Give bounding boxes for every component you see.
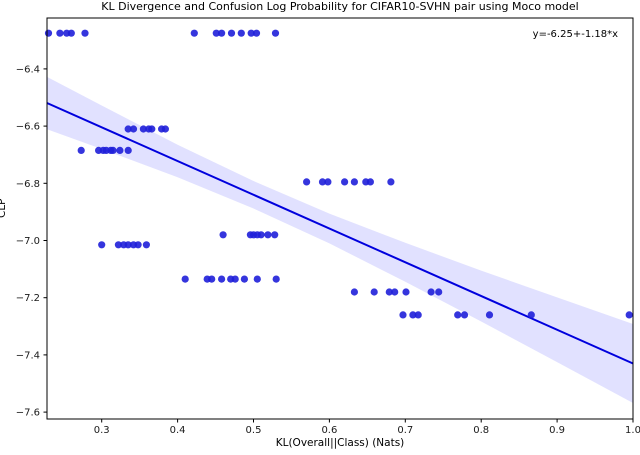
data-point	[218, 275, 226, 283]
data-point	[435, 288, 443, 296]
regression-equation-annotation: y=-6.25+-1.18*x	[532, 29, 618, 40]
data-point	[253, 275, 261, 283]
data-point	[114, 241, 122, 249]
data-point	[124, 125, 132, 133]
data-point	[271, 231, 279, 239]
data-point	[318, 178, 327, 186]
data-point	[212, 29, 220, 37]
y-tick-label: −7.6	[16, 408, 40, 419]
axes-spines	[46, 17, 634, 420]
data-point	[272, 275, 280, 283]
x-tick-label: 0.5	[246, 425, 262, 436]
data-point	[370, 288, 378, 296]
x-tick-label: 0.9	[549, 425, 565, 436]
data-point	[219, 231, 227, 239]
y-tick-label: −7.4	[16, 350, 40, 361]
x-tick-label: 1.0	[625, 425, 640, 436]
y-tick-label: −6.4	[16, 64, 40, 75]
data-point	[44, 29, 53, 37]
data-point	[414, 311, 422, 319]
data-point	[148, 125, 156, 133]
data-point	[124, 241, 132, 249]
data-point	[116, 146, 124, 154]
data-point	[271, 29, 280, 37]
x-tick-label: 0.4	[170, 425, 186, 436]
data-point	[139, 125, 147, 133]
data-point	[402, 288, 410, 296]
data-point	[385, 288, 393, 296]
data-point	[399, 311, 407, 319]
data-point	[366, 178, 374, 186]
data-point	[264, 231, 272, 239]
data-point	[350, 288, 358, 296]
data-point	[56, 29, 64, 37]
x-axis-label: KL(Overall||Class) (Nats)	[275, 437, 405, 449]
data-point	[181, 275, 189, 283]
data-point	[303, 178, 311, 186]
chart-title: KL Divergence and Confusion Log Probabil…	[101, 0, 579, 13]
data-point	[454, 311, 462, 319]
data-point	[142, 241, 150, 249]
data-point	[527, 311, 535, 319]
data-point	[67, 29, 75, 37]
data-point	[240, 275, 248, 283]
data-point	[77, 146, 85, 154]
data-point	[124, 146, 132, 154]
data-point	[391, 288, 399, 296]
data-point	[109, 146, 117, 154]
y-axis-label: CLP	[0, 198, 8, 218]
data-point	[341, 178, 349, 186]
x-tick-label: 0.6	[321, 425, 337, 436]
data-point	[190, 29, 198, 37]
data-point	[134, 241, 142, 249]
data-point	[231, 275, 239, 283]
x-tick-label: 0.7	[397, 425, 413, 436]
y-tick-label: −6.6	[16, 122, 40, 133]
x-tick-label: 0.3	[94, 425, 110, 436]
data-point	[161, 125, 169, 133]
regression-line	[46, 102, 634, 365]
data-point	[409, 311, 417, 319]
data-point	[218, 29, 226, 37]
data-point	[324, 178, 332, 186]
data-point	[247, 29, 255, 37]
data-point	[227, 29, 236, 37]
confidence-band	[47, 76, 633, 404]
data-point	[387, 178, 395, 186]
data-point	[129, 125, 138, 133]
data-point	[252, 29, 261, 37]
data-point	[208, 275, 216, 283]
y-tick-label: −6.8	[16, 179, 40, 190]
data-point	[427, 288, 435, 296]
data-point	[237, 29, 245, 37]
data-point	[350, 178, 358, 186]
data-point	[625, 311, 633, 319]
data-point	[81, 29, 89, 37]
data-point	[257, 231, 265, 239]
y-tick-label: −7.0	[16, 236, 40, 247]
data-point	[485, 311, 494, 319]
data-point	[460, 311, 469, 319]
x-tick-label: 0.8	[473, 425, 489, 436]
y-tick-label: −7.2	[16, 293, 40, 304]
data-point	[98, 241, 106, 249]
